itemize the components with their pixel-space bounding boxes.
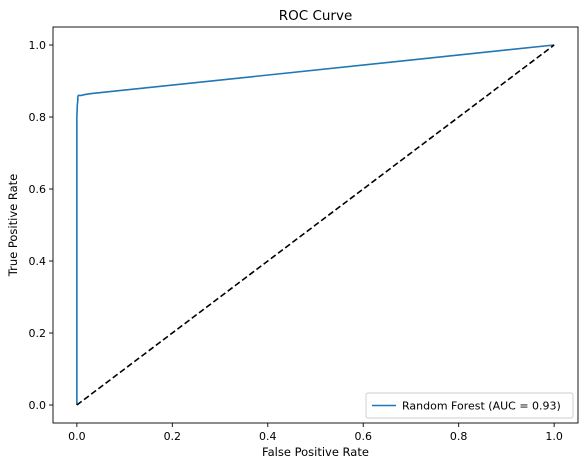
y-tick-label: 0.6 [29, 183, 47, 196]
chart-title: ROC Curve [279, 8, 353, 24]
y-tick-label: 0.4 [29, 255, 47, 268]
y-tick-label: 0.8 [29, 111, 47, 124]
plot-frame [52, 26, 579, 424]
x-tick-label: 1.0 [545, 430, 563, 443]
y-tick-label: 0.0 [29, 399, 47, 412]
x-tick-label: 0.8 [450, 430, 468, 443]
x-tick-label: 0.2 [164, 430, 182, 443]
legend-label-random-forest: Random Forest (AUC = 0.93) [402, 400, 561, 413]
series-line-random-forest [76, 44, 555, 405]
y-axis-label: True Positive Rate [6, 174, 20, 277]
series-line-random-chance [76, 44, 555, 406]
legend: Random Forest (AUC = 0.93) [365, 392, 574, 419]
ticks-layer: 0.0 0.2 0.4 0.6 0.8 1.0 0.0 0.2 0.4 0.6 0.8 1.0 [29, 39, 563, 443]
y-tick-label: 0.2 [29, 327, 47, 340]
x-tick-label: 0.6 [354, 430, 372, 443]
series-layer [76, 44, 555, 406]
x-tick-label: 0.0 [68, 430, 86, 443]
legend-box [365, 392, 574, 419]
x-tick-label: 0.4 [259, 430, 277, 443]
x-axis-label: False Positive Rate [262, 445, 369, 459]
y-tick-label: 1.0 [29, 39, 47, 52]
